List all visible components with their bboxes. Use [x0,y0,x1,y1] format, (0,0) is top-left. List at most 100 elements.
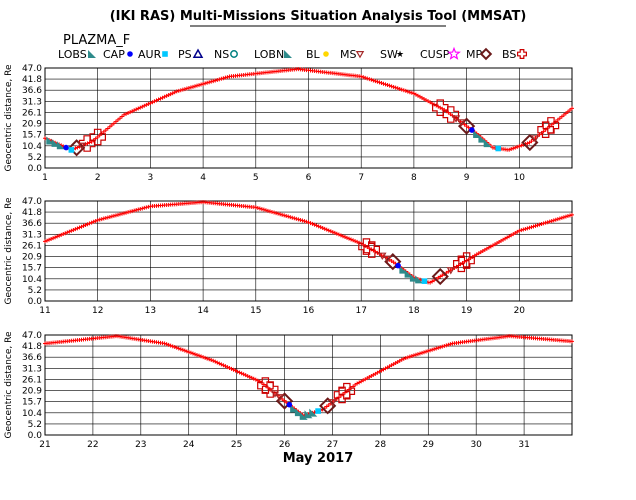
orbit-point [298,217,303,222]
marker-bs [453,255,470,273]
orbit-point [565,109,570,114]
orbit-point [525,226,530,231]
x-tick-label: 18 [408,306,420,316]
orbit-point [195,83,200,88]
orbit-point [105,126,110,131]
orbit-point [63,231,68,236]
y-tick-label: 20.9 [22,387,42,397]
orbit-point [318,225,323,230]
orbit-point [174,345,179,350]
orbit-point [399,87,404,92]
orbit-point [509,147,514,152]
orbit-point [186,350,191,355]
orbit-point [128,209,133,214]
orbit-point [363,377,368,382]
x-tick-label: 13 [145,306,156,316]
orbit-point [176,88,181,93]
y-tick-label: 26.1 [22,241,42,251]
marker-ms [275,394,284,402]
orbit-point [415,352,420,357]
legend-triangle-tile-icon [284,50,292,58]
orbit-point [124,111,129,116]
orbit-point [371,372,376,377]
mission-name: PLAZMA_F [63,33,130,48]
y-tick-label: 0.0 [28,431,43,441]
orbit-point [537,222,542,227]
y-tick-label: 47.0 [22,64,42,74]
orbit-point [156,97,161,102]
orbit-point [138,105,143,110]
orbit-point [403,88,408,93]
orbit-point [438,274,443,279]
orbit-point [428,100,433,105]
orbit-point [247,374,252,379]
orbit-point [85,141,90,146]
orbit-point [409,90,414,95]
orbit-point [225,365,230,370]
orbit-point [69,228,74,233]
orbit-point [144,102,149,107]
legend-label-mp: MP [466,48,482,61]
orbit-point [387,364,392,369]
orbit-point [561,112,566,117]
orbit-point [215,77,220,82]
orbit-point [513,231,518,236]
orbit-point [274,211,279,216]
region-legend: LOBS CAP AUR PS NS LOBN BL MS SW★ CUSP MP BS [58,46,528,61]
orbit-point [267,209,272,214]
marker-ms [451,115,461,123]
orbit-point [543,220,548,225]
y-tick-label: 10.4 [22,409,42,419]
orbit-point [379,81,384,86]
y-tick-label: 26.1 [22,375,42,385]
orbit-point [180,347,185,352]
month-label: May 2017 [283,451,354,466]
orbit-point [375,79,380,84]
y-tick-label: 15.7 [22,398,42,408]
x-tick-label: 8 [411,173,417,183]
orbit-point [111,121,116,126]
orbit-point [464,124,469,129]
orbit-point [201,355,206,360]
orbit-point [213,78,218,83]
y-tick-label: 36.6 [22,86,42,96]
orbit-point [172,345,177,350]
orbit-point [221,76,226,81]
y-tick-label: 0.0 [28,297,43,307]
legend-label-sw: SW [380,48,398,61]
y-tick-label: 31.3 [22,97,42,107]
orbit-point [377,369,382,374]
orbit-point [334,231,339,236]
orbit-point [142,205,147,210]
orbit-point [559,215,564,220]
marker-cap [469,127,475,133]
x-tick-label: 3 [148,173,154,183]
marker-mp [68,139,86,157]
orbit-point [361,75,366,80]
orbit-point [529,225,534,230]
orbit-point [523,226,528,231]
orbit-point [83,223,88,228]
orbit-point [324,404,329,409]
orbit-point [199,82,204,87]
orbit-point [342,235,347,240]
orbit-point [120,114,125,119]
legend-label-lobn: LOBN [254,48,284,61]
orbit-point [411,353,416,358]
orbit-point [389,258,394,263]
orbit-point [107,124,112,129]
orbit-point [217,361,222,366]
orbit-point [570,339,574,344]
orbit-point [393,361,398,366]
x-tick-label: 20 [514,306,526,316]
orbit-point [182,87,187,92]
orbit-point [389,84,394,89]
orbit-point [482,247,487,252]
orbit-point [359,74,364,79]
orbit-point [190,84,195,89]
orbit-point [549,218,554,223]
orbit-point [172,90,177,95]
orbit-point [336,232,341,237]
marker-bs [363,241,380,258]
marker-bs [537,121,555,138]
